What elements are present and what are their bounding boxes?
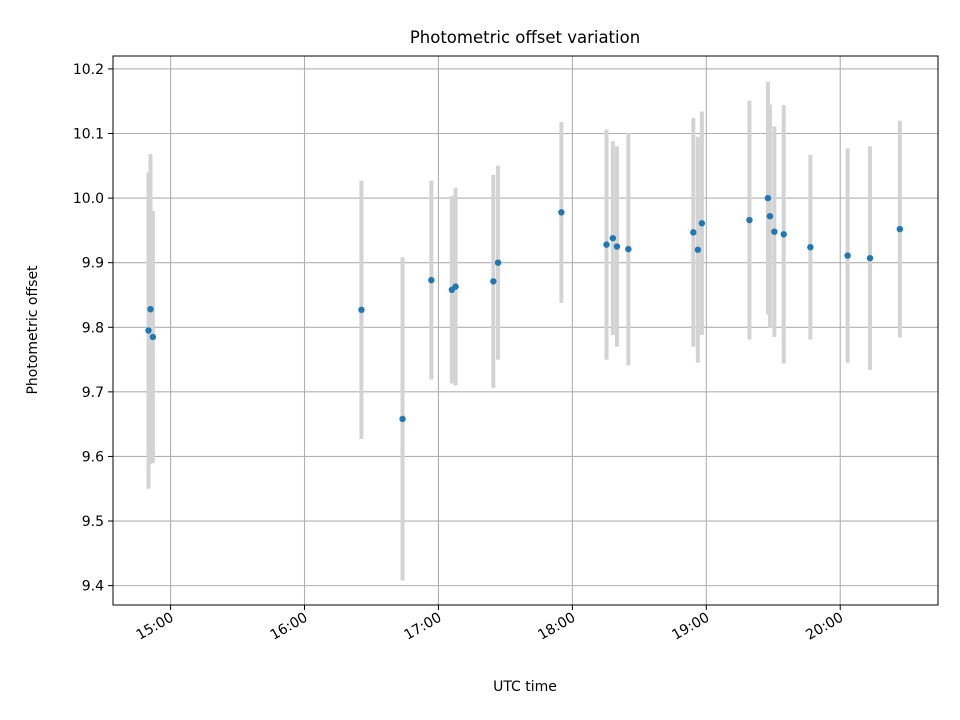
data-point [603,241,610,248]
data-point [844,252,851,259]
data-point [145,327,152,334]
data-point [494,259,502,266]
y-tick-label: 9.8 [82,320,104,336]
data-point [780,231,787,238]
data-point [771,228,778,235]
data-point [746,216,753,224]
y-tick-label: 10.1 [73,127,104,143]
data-point [807,243,814,251]
y-tick-label: 9.9 [82,256,104,272]
data-point [490,278,497,285]
y-tick-label: 10.0 [73,191,104,207]
y-tick-label: 9.4 [82,579,104,595]
data-point [358,306,365,314]
y-tick-label: 9.6 [82,449,104,465]
data-point [896,225,904,233]
data-point [149,333,157,341]
y-axis-ticks: 9.4 9.5 9.6 9.7 9.8 9.9 10.0 10.1 10.2 [73,62,113,595]
grid [113,56,938,605]
data-point [428,276,435,284]
data-point [866,254,874,262]
data-point [613,243,621,250]
data-point [147,305,154,313]
data-point [452,283,459,290]
plot-background [113,56,938,605]
y-tick-label: 9.5 [82,514,104,530]
data-point [764,194,772,202]
data-points [145,194,904,423]
y-tick-label: 9.7 [82,385,104,401]
data-point [690,229,697,236]
data-point [399,415,406,423]
chart-title: Photometric offset variation [410,28,640,47]
data-point [625,245,632,253]
data-point [766,212,774,220]
y-tick-label: 10.2 [73,62,104,78]
data-point [694,246,702,253]
y-axis-label: Photometric offset [25,265,41,395]
data-point [698,220,706,227]
data-point [609,234,617,242]
data-point [558,209,565,216]
x-axis-label: UTC time [493,679,557,695]
plot-frame [112,55,939,606]
